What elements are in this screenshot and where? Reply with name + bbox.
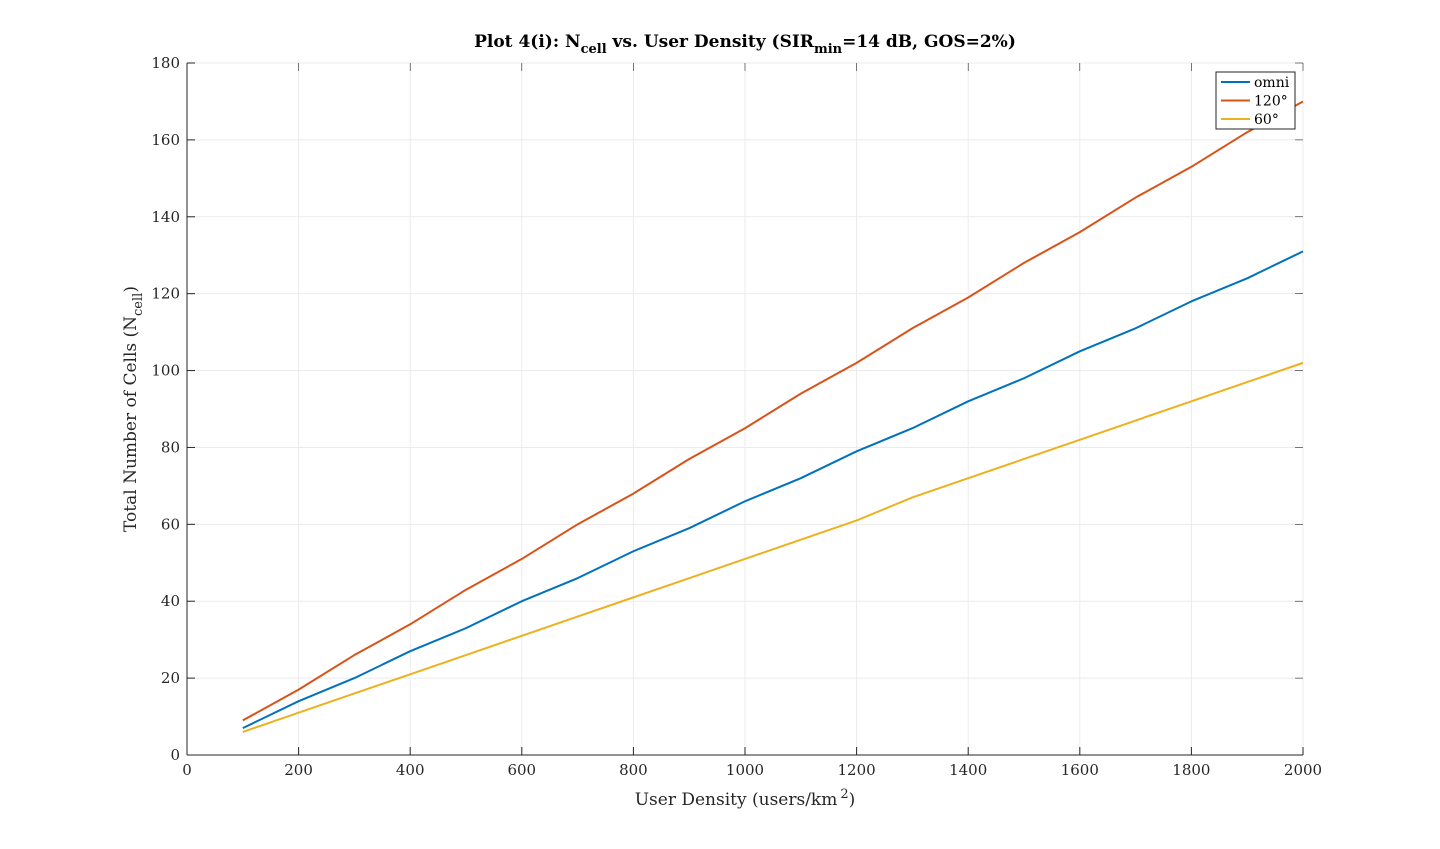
y-tick-label: 100 — [151, 362, 180, 380]
y-tick-label: 140 — [151, 208, 180, 226]
y-tick-label: 20 — [161, 669, 180, 687]
x-tick-label: 1000 — [726, 761, 764, 779]
title-subscript-cell: cell — [581, 42, 607, 57]
y-tick-label: 180 — [151, 54, 180, 72]
legend: omni 120° 60° — [1215, 71, 1296, 130]
plot-area: 0 200 400 600 800 1000 1200 1400 1600 1800 2000 0 20… — [151, 54, 1322, 779]
y-tick-label: 0 — [170, 746, 180, 764]
x-tick-label: 1400 — [949, 761, 987, 779]
title-subscript-min: min — [814, 42, 843, 57]
x-tick-label: 600 — [507, 761, 536, 779]
x-axis-label: User Density (users/km 2) — [635, 787, 856, 810]
x-tick-label: 0 — [182, 761, 192, 779]
x-tick-label: 1200 — [838, 761, 876, 779]
x-tick-label: 1600 — [1061, 761, 1099, 779]
y-axis-label-subscript: cell — [131, 293, 146, 316]
series-line-2 — [242, 100, 1304, 722]
y-tick-label: 40 — [161, 592, 180, 610]
legend-label-2: 120° — [1254, 94, 1288, 110]
series-layer — [242, 100, 1304, 733]
x-tick-label: 200 — [284, 761, 313, 779]
y-tick-label: 60 — [161, 515, 180, 533]
y-tick-label: 160 — [151, 131, 180, 149]
x-axis-label-superscript: 2 — [840, 787, 848, 802]
ticks: 0 200 400 600 800 1000 1200 1400 1600 1800 2000 0 20… — [151, 54, 1322, 779]
x-tick-label: 400 — [396, 761, 425, 779]
y-tick-label: 120 — [151, 285, 180, 303]
x-tick-label: 2000 — [1284, 761, 1322, 779]
legend-label-1: omni — [1254, 75, 1290, 91]
series-line-3 — [242, 361, 1304, 733]
x-tick-label: 800 — [619, 761, 648, 779]
grid — [187, 62, 1304, 755]
series-line-1 — [242, 250, 1304, 729]
y-axis-label: Total Number of Cells (Ncell) — [121, 286, 146, 532]
x-tick-label: 1800 — [1172, 761, 1210, 779]
y-tick-label: 80 — [161, 438, 180, 456]
legend-label-3: 60° — [1254, 112, 1279, 128]
chart-title: Plot 4(i): Ncell vs. User Density (SIRmi… — [474, 32, 1016, 57]
